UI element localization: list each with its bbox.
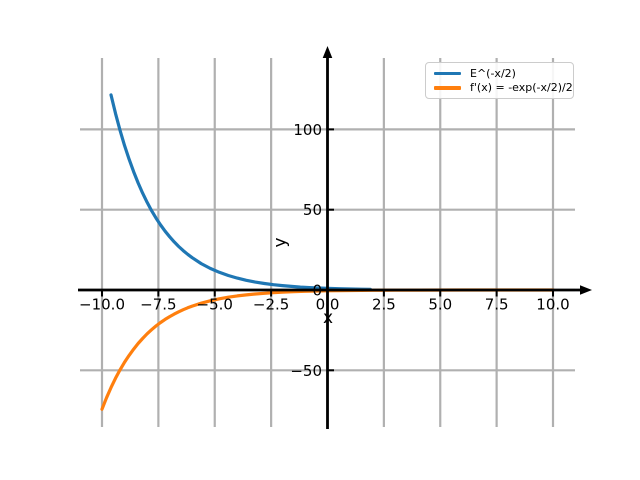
legend-line-swatch-orange	[434, 86, 461, 90]
legend-entry: E^(-x/2)	[434, 66, 569, 81]
y-tick-label: 0	[312, 282, 322, 300]
x-tick-label: 2.5	[372, 296, 396, 314]
x-tick-label: 7.5	[485, 296, 509, 314]
y-tick-label: 50	[303, 201, 322, 219]
y-axis-label: y	[270, 237, 291, 248]
x-tick-label: −2.5	[253, 296, 289, 314]
series-line-0	[109, 93, 372, 291]
tick-layer: −10.0 −7.5 −5.0 −2.5 0.0 2.5 5.0 7.5 10.0 100 50 0 −…	[79, 121, 570, 380]
x-tick-label: 0.0	[316, 296, 340, 314]
x-tick-label: −10.0	[79, 296, 125, 314]
x-tick-label: −7.5	[140, 296, 176, 314]
x-axis-arrow-icon	[580, 285, 592, 295]
x-tick-label: 5.0	[428, 296, 452, 314]
y-tick-label: −50	[290, 362, 322, 380]
x-tick-label: −5.0	[197, 296, 233, 314]
legend-label: f'(x) = -exp(-x/2)/2	[470, 81, 573, 95]
y-tick-label: 100	[293, 121, 322, 139]
axes-layer	[78, 46, 592, 429]
y-axis-arrow-icon	[322, 46, 333, 58]
x-tick-label: 10.0	[536, 296, 569, 314]
x-axis-label: x	[322, 308, 334, 328]
legend-label: E^(-x/2)	[470, 66, 516, 80]
legend-entry: f'(x) = -exp(-x/2)/2	[434, 81, 573, 96]
legend-line-swatch-blue	[434, 71, 461, 75]
legend: E^(-x/2) f'(x) = -exp(-x/2)/2	[425, 62, 574, 99]
